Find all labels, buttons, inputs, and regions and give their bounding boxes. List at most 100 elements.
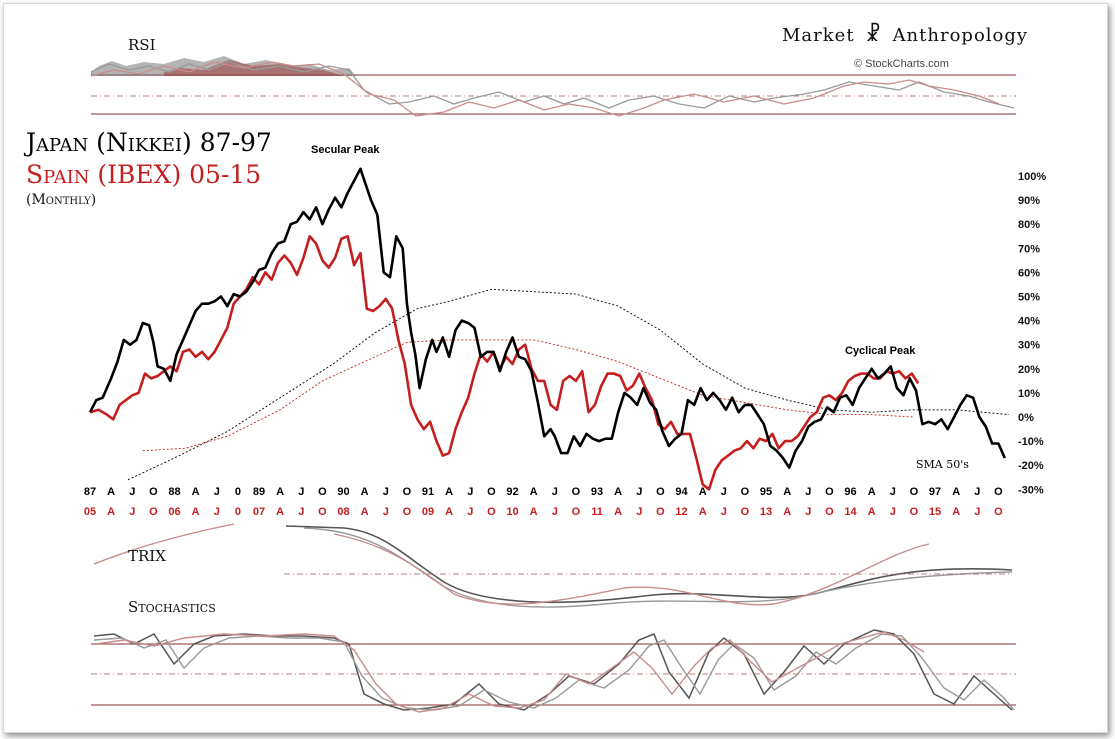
x-tick-label: 06 (168, 506, 180, 518)
x-tick-label: A (445, 506, 453, 518)
stochastics-label: Stochastics (128, 598, 216, 616)
x-tick-label: J (890, 506, 896, 518)
x-tick-label: A (614, 506, 622, 518)
x-tick-label: J (214, 506, 220, 518)
x-tick-label: A (192, 486, 200, 498)
x-tick-label: J (552, 486, 558, 498)
annotation-sma: SMA 50's (916, 458, 969, 471)
y-tick-label: 50% (1018, 292, 1040, 304)
x-tick-label: O (403, 486, 412, 498)
y-tick-label: 40% (1018, 316, 1040, 328)
x-axis-bottom: 05 A J O 06 A J 0 07 A J O 08 A J O 09 A J O 10 A J O 11 A J O 12 A J O… (84, 506, 1003, 518)
x-tick-label: 87 (84, 486, 96, 498)
source-credit: © StockCharts.com (854, 58, 949, 70)
x-tick-label: O (910, 506, 919, 518)
x-tick-label: J (974, 486, 980, 498)
main-chart: -30% -20% -10% 0% 10% 20% 30% 40% 50% 60% 70% 80% 90… (84, 56, 1046, 713)
rsi-label: RSI (128, 36, 156, 54)
x-tick-label: O (825, 506, 834, 518)
brand-right: Anthropology (892, 25, 1029, 46)
x-tick-label: O (825, 486, 834, 498)
x-tick-label: A (276, 506, 284, 518)
y-tick-label: 100% (1018, 171, 1046, 183)
x-tick-label: 11 (591, 506, 603, 518)
y-tick-label: -20% (1018, 460, 1044, 472)
x-tick-label: J (298, 506, 304, 518)
series-line-ibex (89, 235, 920, 491)
y-tick-label: -30% (1018, 484, 1044, 496)
x-tick-label: A (530, 486, 538, 498)
trix-panel (93, 523, 1013, 608)
x-tick-label: 91 (422, 486, 434, 498)
x-tick-label: O (741, 486, 750, 498)
x-tick-label: A (952, 506, 960, 518)
x-tick-label: 15 (929, 506, 941, 518)
x-tick-label: A (868, 486, 876, 498)
x-tick-label: J (383, 506, 389, 518)
x-tick-label: J (552, 506, 558, 518)
series-line-sma-ibex (142, 339, 914, 452)
y-tick-label: 20% (1018, 364, 1040, 376)
x-tick-label: J (890, 486, 896, 498)
chart-subtitle: (Monthly) (26, 192, 97, 208)
x-tick-label: 95 (760, 486, 772, 498)
x-tick-label: 12 (675, 506, 687, 518)
x-tick-label: A (952, 486, 960, 498)
x-tick-label: 09 (422, 506, 434, 518)
chart-title-spain: Spain (IBEX) 05-15 (26, 160, 262, 189)
x-tick-label: A (783, 506, 791, 518)
x-tick-label: 88 (168, 486, 180, 498)
x-tick-label: A (868, 506, 876, 518)
dna-icon: ☧ (865, 22, 882, 46)
x-tick-label: O (487, 486, 496, 498)
x-tick-label: A (107, 486, 115, 498)
x-tick-label: O (994, 486, 1003, 498)
x-tick-label: O (403, 506, 412, 518)
x-tick-label: J (298, 486, 304, 498)
y-tick-label: 70% (1018, 243, 1040, 255)
x-tick-label: O (572, 486, 581, 498)
x-tick-label: A (699, 486, 707, 498)
x-tick-label: 05 (84, 506, 96, 518)
x-tick-label: 90 (337, 486, 349, 498)
y-tick-label: 30% (1018, 340, 1040, 352)
x-tick-label: J (636, 486, 642, 498)
trix-label: TRIX (128, 547, 166, 565)
x-tick-label: 13 (760, 506, 772, 518)
y-tick-label: 60% (1018, 267, 1040, 279)
x-tick-label: O (149, 486, 158, 498)
x-tick-label: 89 (253, 486, 265, 498)
x-tick-label: J (721, 506, 727, 518)
annotation-cyclical-peak: Cyclical Peak (845, 345, 916, 357)
x-tick-label: A (530, 506, 538, 518)
x-tick-label: O (741, 506, 750, 518)
y-tick-label: -10% (1018, 436, 1044, 448)
x-tick-label: O (656, 486, 665, 498)
series-line-nikkei (88, 167, 1006, 469)
y-tick-label: 80% (1018, 219, 1040, 231)
x-tick-label: 14 (844, 506, 857, 518)
x-tick-label: A (361, 506, 369, 518)
x-tick-label: O (994, 506, 1003, 518)
x-tick-label: O (149, 506, 158, 518)
series-line-sma-nikkei (127, 288, 1010, 481)
x-tick-label: J (467, 486, 473, 498)
annotation-secular-peak: Secular Peak (311, 144, 380, 156)
y-tick-label: 90% (1018, 195, 1040, 207)
x-tick-label: 07 (253, 506, 265, 518)
x-tick-label: A (361, 486, 369, 498)
x-tick-label: A (276, 486, 284, 498)
x-tick-label: J (805, 486, 811, 498)
x-tick-label: 97 (929, 486, 941, 498)
x-tick-label: J (974, 506, 980, 518)
x-tick-label: O (318, 506, 327, 518)
x-tick-label: A (699, 506, 707, 518)
x-tick-label: O (572, 506, 581, 518)
x-tick-label: 93 (591, 486, 603, 498)
y-tick-label: 0% (1018, 412, 1034, 424)
y-tick-label: 10% (1018, 388, 1040, 400)
stochastics-panel (91, 629, 1016, 713)
x-axis-top: 87 A J O 88 A J 0 89 A J O 90 A J O 91 A J O 92 A J O 93 A J O 94 A J O… (84, 486, 1003, 498)
x-tick-label: J (383, 486, 389, 498)
x-tick-label: 96 (844, 486, 856, 498)
